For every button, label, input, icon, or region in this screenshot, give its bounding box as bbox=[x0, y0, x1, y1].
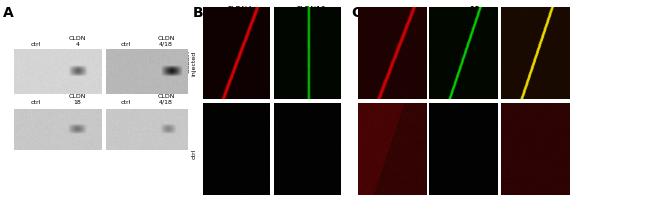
Text: ctrl: ctrl bbox=[121, 41, 131, 46]
Text: A: A bbox=[3, 6, 14, 20]
Text: C: C bbox=[352, 6, 362, 20]
Text: CLDN
4/18: CLDN 4/18 bbox=[157, 36, 175, 46]
Text: claudin
injected: claudin injected bbox=[186, 50, 196, 75]
Text: ctrl: ctrl bbox=[31, 99, 42, 104]
Text: CLDN4/18: CLDN4/18 bbox=[376, 6, 413, 15]
Text: 18: 18 bbox=[469, 6, 480, 15]
Text: CLDN
18: CLDN 18 bbox=[69, 94, 86, 104]
Text: ctrl: ctrl bbox=[121, 99, 131, 104]
Text: merge: merge bbox=[537, 6, 562, 15]
Text: CLDN4: CLDN4 bbox=[226, 6, 252, 15]
Text: B: B bbox=[193, 6, 203, 20]
Text: CLDN
4: CLDN 4 bbox=[69, 36, 86, 46]
Text: CLDN4/: CLDN4/ bbox=[444, 6, 473, 15]
Text: ctrl: ctrl bbox=[31, 41, 42, 46]
Text: CLDN18: CLDN18 bbox=[295, 6, 326, 15]
Text: CLDN
4/18: CLDN 4/18 bbox=[157, 94, 175, 104]
Text: ctrl: ctrl bbox=[191, 148, 196, 159]
